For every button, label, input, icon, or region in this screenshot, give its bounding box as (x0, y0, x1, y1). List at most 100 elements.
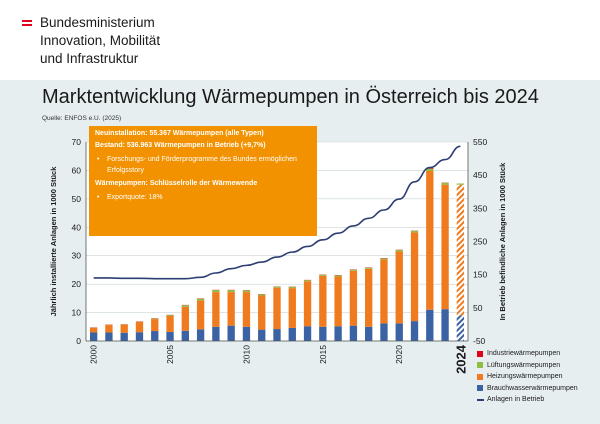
legend-label-heizung: Heizungswärmepumpen (487, 373, 563, 381)
bar-2014-Lüftungswärmepumpen (303, 280, 312, 282)
bar-2006-Brauchwasserwärmepumpen (181, 330, 189, 341)
bar-2015-Heizungswärmepumpen (319, 275, 327, 327)
bar-2016-Lüftungswärmepumpen (334, 275, 342, 277)
y-right-tick-label: 350 (473, 203, 487, 213)
bar-2014-Heizungswärmepumpen (303, 281, 312, 327)
bar-2007-Heizungswärmepumpen (196, 300, 205, 330)
y-right-axis-title: In Betrieb befindliche Anlagen in 1000 S… (498, 162, 507, 321)
bar-2018-Heizungswärmepumpen (365, 268, 373, 327)
bar-2019-Heizungswärmepumpen (380, 259, 388, 324)
x-tick-label-2024: 2024 (453, 344, 468, 374)
bar-2020-Brauchwasserwärmepumpen (395, 323, 403, 341)
legend-label-anlagen: Anlagen in Betrieb (487, 396, 545, 404)
bar-2005-Lüftungswärmepumpen (166, 315, 174, 316)
legend-item-brauchwasser: Brauchwasserwärmepumpen (477, 383, 578, 395)
bar-2011-Brauchwasserwärmepumpen (258, 329, 266, 341)
bar-2000-Heizungswärmepumpen (89, 327, 98, 333)
austria-flag-icon (22, 20, 32, 26)
bar-2010-Lüftungswärmepumpen (242, 290, 251, 293)
bar-2019-Brauchwasserwärmepumpen (380, 323, 388, 341)
bar-2003-Brauchwasserwärmepumpen (135, 332, 144, 341)
bar-2011-Lüftungswärmepumpen (258, 294, 266, 296)
bar-2023-Heizungswärmepumpen (441, 184, 449, 310)
y-left-tick-label: 30 (72, 251, 82, 261)
bar-2013-Heizungswärmepumpen (288, 288, 296, 328)
bar-2008-Brauchwasserwärmepumpen (212, 326, 220, 341)
bar-2022-Lüftungswärmepumpen (426, 168, 434, 171)
bar-2013-Brauchwasserwärmepumpen (288, 327, 296, 341)
bar-2002-Heizungswärmepumpen (120, 324, 128, 333)
bar-2001-Heizungswärmepumpen (105, 325, 113, 333)
y-right-tick-label: 250 (473, 237, 487, 247)
bar-2018-Lüftungswärmepumpen (365, 267, 373, 269)
bar-2012-Lüftungswärmepumpen (273, 286, 281, 288)
bar-2010-Heizungswärmepumpen (242, 292, 251, 327)
flag-stripe-middle (22, 22, 32, 24)
bar-2016-Brauchwasserwärmepumpen (334, 326, 342, 341)
bar-2002-Brauchwasserwärmepumpen (120, 332, 128, 341)
bar-2004-Heizungswärmepumpen (151, 319, 159, 332)
bar-2015-Lüftungswärmepumpen (319, 274, 327, 276)
bar-2007-Brauchwasserwärmepumpen (196, 329, 205, 341)
bar-2015-Brauchwasserwärmepumpen (319, 326, 327, 341)
bar-2023-Brauchwasserwärmepumpen (441, 309, 449, 341)
bar-2016-Heizungswärmepumpen (334, 276, 342, 327)
bar-2001-Brauchwasserwärmepumpen (105, 332, 113, 341)
bar-2008-Heizungswärmepumpen (212, 292, 220, 327)
bar-2011-Heizungswärmepumpen (258, 295, 266, 330)
bar-2024-Lüftungswärmepumpen (456, 183, 465, 185)
source-note: Quelle: ENFOS e.U. (2025) (42, 115, 122, 122)
x-tick-label-2010: 2010 (241, 345, 251, 364)
legend-swatch-lueftung (477, 362, 483, 369)
bar-2014-Brauchwasserwärmepumpen (303, 326, 312, 341)
axes: 0 10 20 30 40 50 60 70 -50 50 150 250 350 450 550 2000 2… (49, 137, 507, 374)
legend-label-industrie: Industriewärmepumpen (487, 350, 561, 358)
line-series (93, 145, 461, 280)
bar-2009-Heizungswärmepumpen (227, 292, 235, 326)
bar-2018-Brauchwasserwärmepumpen (365, 326, 373, 341)
x-tick-label-2000: 2000 (89, 345, 99, 364)
bar-2010-Brauchwasserwärmepumpen (242, 326, 251, 341)
ministry-line-2: Innovation, Mobilität (40, 33, 161, 48)
info-bullet-funding: Forschungs- und Förderprogramme des Bund… (95, 154, 311, 176)
bar-2013-Lüftungswärmepumpen (288, 286, 296, 289)
header: Bundesministerium Innovation, Mobilität … (0, 0, 600, 80)
bar-2017-Lüftungswärmepumpen (349, 269, 358, 271)
bar-2021-Heizungswärmepumpen (410, 232, 419, 322)
bar-2003-Heizungswärmepumpen (135, 321, 144, 333)
bars (89, 167, 465, 341)
ministry-line-1: Bundesministerium (40, 15, 155, 30)
bar-2022-Heizungswärmepumpen (426, 170, 434, 310)
ministry-line-3: und Infrastruktur (40, 51, 139, 66)
y-left-tick-label: 60 (72, 165, 82, 175)
ministry-logo-text: Bundesministerium Innovation, Mobilität … (40, 14, 160, 68)
bar-2008-Lüftungswärmepumpen (212, 290, 220, 293)
bar-2005-Brauchwasserwärmepumpen (166, 331, 174, 341)
info-stock: Bestand: 536.963 Wärmepumpen in Betrieb … (95, 142, 266, 149)
bar-2000-Brauchwasserwärmepumpen (89, 332, 98, 341)
flag-stripe-top (22, 20, 32, 22)
bar-2004-Brauchwasserwärmepumpen (151, 331, 159, 341)
bar-2024-Heizungswärmepumpen (456, 184, 465, 316)
y-left-tick-label: 50 (72, 194, 82, 204)
bar-2022-Brauchwasserwärmepumpen (426, 309, 434, 341)
bar-2007-Lüftungswärmepumpen (196, 298, 205, 301)
y-left-tick-label: 40 (72, 222, 82, 232)
bar-2017-Brauchwasserwärmepumpen (349, 325, 358, 341)
line-Anlagen in Betrieb (93, 145, 461, 280)
y-right-tick-label: 150 (473, 270, 487, 280)
legend-swatch-industrie (477, 350, 483, 357)
y-right-tick-label: -50 (473, 336, 486, 346)
legend: Industriewärmepumpen Lüftungswärmepumpen… (477, 348, 578, 406)
y-left-axis-title: Jährlich installierte Anlagen in 1000 St… (49, 166, 58, 317)
legend-item-anlagen: Anlagen in Betrieb (477, 394, 578, 406)
bar-2006-Heizungswärmepumpen (181, 306, 189, 331)
bar-2020-Heizungswärmepumpen (395, 251, 403, 324)
legend-item-heizung: Heizungswärmepumpen (477, 371, 578, 383)
info-box: Neuinstallation: 55.367 Wärmepumpen (all… (89, 126, 317, 236)
y-left-tick-label: 70 (72, 137, 82, 147)
flag-stripe-bottom (22, 24, 32, 26)
info-bullet-export: Exportquote: 18% (95, 192, 311, 203)
page-title: Marktentwicklung Wärmepumpen in Österrei… (42, 86, 539, 108)
